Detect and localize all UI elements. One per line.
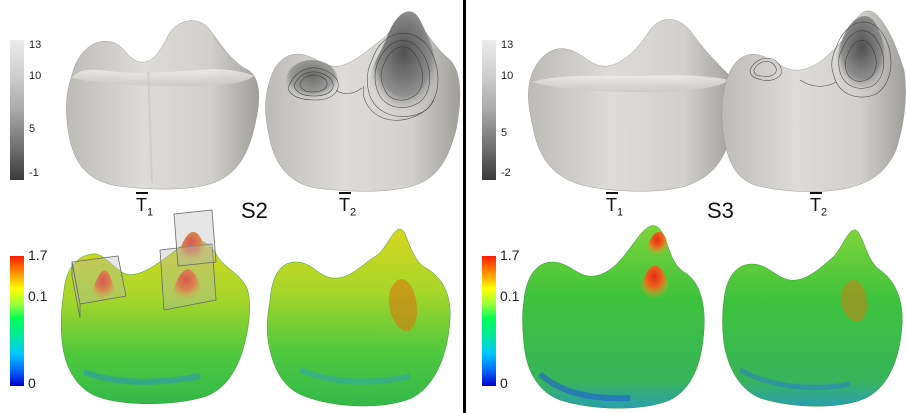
panel-title-s2: S2 (241, 198, 268, 223)
gray-tick: 10 (501, 70, 514, 82)
color-tick-mid: 0.1 (28, 288, 48, 304)
color-scale-bar-left (10, 256, 24, 386)
gray-tick: 10 (29, 70, 42, 82)
color-tick-mid: 0.1 (500, 288, 520, 304)
tooth-label-t1: T1 (136, 192, 153, 222)
color-tick-bottom: 0 (500, 375, 508, 391)
color-tick-bottom: 0 (28, 375, 36, 391)
gray-tick-top: 13 (29, 39, 42, 51)
color-tick-top: 1.7 (28, 247, 48, 263)
gray-tick-top: 13 (501, 39, 514, 51)
gray-tick-bottom: -1 (29, 167, 39, 179)
color-scale-bar-right (482, 256, 496, 386)
gray-tick: 5 (501, 127, 508, 139)
panel-title-s3: S3 (707, 198, 734, 223)
tooth-label-t2: T2 (810, 192, 827, 222)
color-tick-top: 1.7 (500, 247, 520, 263)
gray-tick: 5 (29, 123, 36, 135)
gray-scale-bar-left (10, 40, 24, 180)
gray-scale-bar-right (482, 40, 496, 180)
panel-divider (463, 0, 466, 413)
tooth-label-t2: T2 (339, 192, 356, 222)
tooth-label-t1: T1 (606, 192, 623, 222)
gray-tick-bottom: -2 (501, 167, 511, 179)
